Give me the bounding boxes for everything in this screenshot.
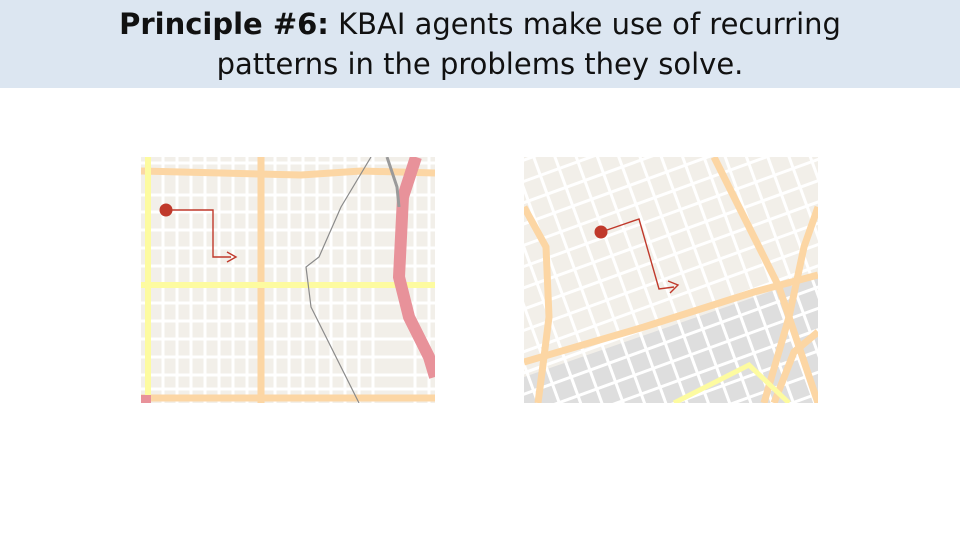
- street-map-left: [141, 157, 435, 403]
- street-map-right: [524, 157, 818, 403]
- title-line-1: Principle #6: KBAI agents make use of re…: [0, 4, 960, 44]
- start-point-icon: [594, 225, 608, 239]
- start-point-icon: [159, 203, 173, 217]
- grey-district: [524, 275, 818, 403]
- street-map-left-svg: [141, 157, 435, 403]
- title-bold: Principle #6:: [119, 7, 329, 41]
- route-path: [606, 218, 675, 290]
- major-roads: [141, 157, 435, 403]
- major-roads: [524, 157, 818, 403]
- route-marker: [594, 218, 680, 294]
- title-line-2: patterns in the problems they solve.: [216, 47, 744, 81]
- slide-title: Principle #6: KBAI agents make use of re…: [0, 4, 960, 84]
- title-rest: KBAI agents make use of recurring: [328, 7, 841, 41]
- yellow-roads: [672, 361, 791, 403]
- route-marker: [159, 203, 238, 263]
- street-map-right-svg: [524, 157, 818, 403]
- route-path: [172, 209, 231, 258]
- highway-stub: [141, 395, 151, 403]
- route-arrow-icon: [226, 251, 238, 263]
- rail-line: [305, 157, 372, 403]
- yellow-roads: [141, 157, 435, 403]
- route-arrow-icon: [667, 280, 680, 294]
- title-band: [0, 0, 960, 88]
- minor-streets: [141, 157, 435, 403]
- highway-ramp: [385, 157, 401, 208]
- highway: [392, 157, 435, 379]
